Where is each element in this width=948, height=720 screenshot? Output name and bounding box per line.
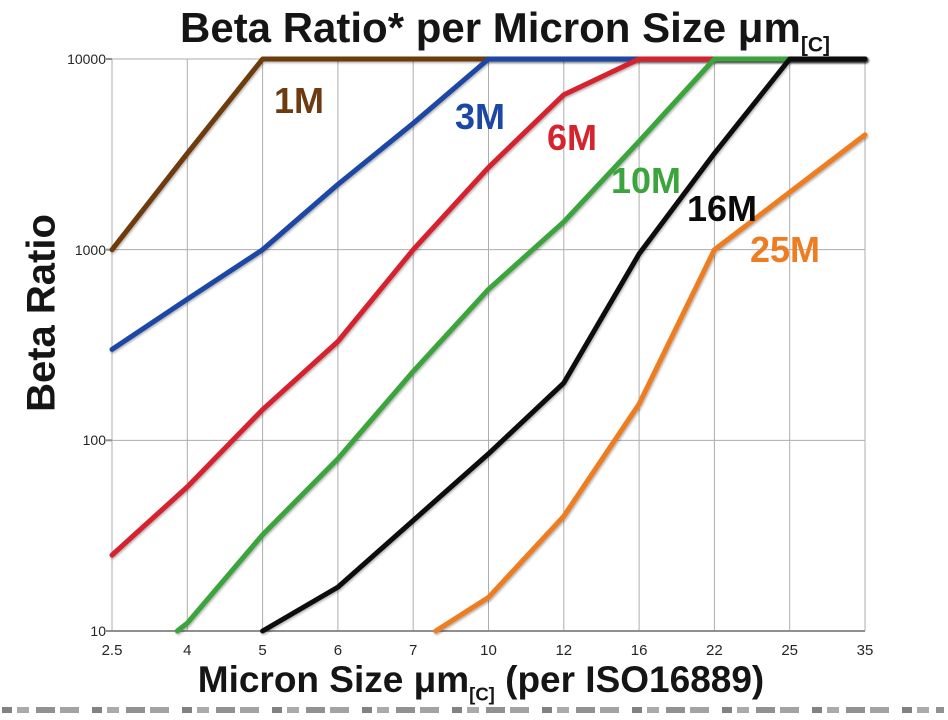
x-tick-label: 6 [333,642,343,659]
series-label-3M: 3M [454,96,506,137]
x-tick-label: 35 [856,642,874,659]
chart-title-subscript: [C] [800,33,830,57]
x-axis-title-suffix: (per ISO16889) [494,659,765,700]
series-line-3M [109,56,868,352]
x-axis-title: Micron Size μm[C] (per ISO16889) [198,659,765,705]
x-tick-label: 2.5 [101,642,123,659]
x-tick-label: 4 [183,642,192,659]
x-tick-label: 10 [480,642,497,659]
series-line-10M [174,56,868,634]
x-tick-label: 5 [258,642,267,659]
x-tick-label: 7 [409,642,418,659]
y-tick-label: 100 [82,432,106,449]
x-axis-title-subscript: [C] [469,683,495,705]
series-line-6M [109,56,868,558]
series-label-1M: 1M [273,80,325,121]
y-tick-label: 10000 [67,51,106,67]
y-tick-label: 10 [90,623,106,639]
series-label-10M: 10M [610,160,682,201]
series-label-16M: 16M [686,188,758,229]
series-line-16M [260,56,868,634]
chart-title-text: Beta Ratio* per Micron Size μm [180,4,801,51]
x-tick-label: 22 [706,642,723,659]
series-line-25M [433,132,868,634]
chart-title: Beta Ratio* per Micron Size μm[C] [31,4,948,57]
x-tick-label: 25 [781,642,799,659]
series-label-6M: 6M [546,117,598,158]
series-label-25M: 25M [749,229,821,270]
y-tick-label: 1000 [74,241,106,258]
x-axis-title-text: Micron Size μm [197,659,470,700]
footnote-clipped-text [2,707,944,713]
x-tick-label: 12 [555,642,573,659]
x-tick-label: 16 [630,642,648,659]
